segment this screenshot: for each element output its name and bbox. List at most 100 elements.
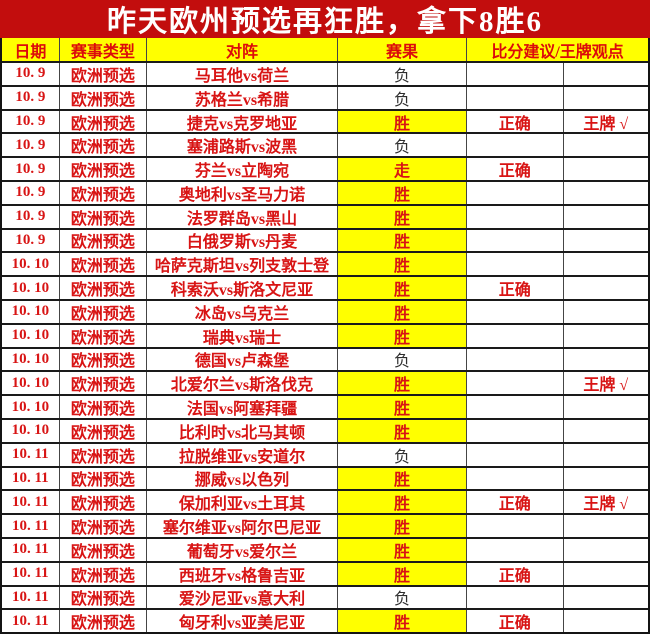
ace-cell [564,325,648,347]
event-type-cell: 欧洲预选 [60,205,148,228]
ace-cell [564,253,648,275]
table-row: 10. 10 欧洲预选 法国vs阿塞拜疆 胜 [2,396,648,420]
result-cell: 胜 [337,229,468,252]
result-cell: 胜 [337,253,468,276]
match-cell: 马耳他vs荷兰 [147,63,338,85]
date-cell: 10. 11 [2,443,60,466]
date-cell: 10. 11 [2,586,60,609]
match-cell: 塞尔维亚vs阿尔巴尼亚 [147,515,338,537]
result-cell: 负 [338,348,468,371]
match-cell: 芬兰vs立陶宛 [147,158,338,180]
result-cell: 胜 [337,324,468,347]
advice-cell [467,372,564,395]
advice-cell [467,205,564,228]
table-row: 10. 9 欧洲预选 捷克vs克罗地亚 胜 正确 王牌 √ [2,110,648,135]
match-cell: 爱沙尼亚vs意大利 [147,586,338,609]
event-type-cell: 欧洲预选 [60,86,148,109]
advice-cell: 正确 [467,491,564,514]
table-row: 10. 9 欧洲预选 马耳他vs荷兰 负 [2,63,648,87]
table-row: 10. 9 欧洲预选 法罗群岛vs黑山 胜 [2,205,648,230]
match-cell: 西班牙vs格鲁吉亚 [147,562,338,585]
event-type-cell: 欧洲预选 [60,324,148,347]
table-row: 10. 11 欧洲预选 西班牙vs格鲁吉亚 胜 正确 [2,562,648,587]
advice-cell [467,419,564,442]
table-row: 10. 10 欧洲预选 比利时vs北马其顿 胜 [2,419,648,444]
advice-cell: 正确 [467,158,564,180]
result-cell: 胜 [337,467,468,490]
event-type-cell: 欧洲预选 [60,277,148,299]
ace-cell [564,444,648,466]
event-type-cell: 欧洲预选 [60,443,148,466]
advice-cell [467,229,564,252]
ace-cell [564,515,648,537]
match-cell: 奥地利vs圣马力诺 [147,181,338,204]
result-cell: 胜 [337,110,468,133]
event-type-cell: 欧洲预选 [60,110,148,133]
event-type-cell: 欧洲预选 [60,229,148,252]
event-type-cell: 欧洲预选 [60,586,148,609]
advice-cell [467,348,564,371]
event-type-cell: 欧洲预选 [60,300,148,323]
ace-cell [564,587,648,609]
table-row: 10. 11 欧洲预选 拉脱维亚vs安道尔 负 [2,443,648,468]
event-type-cell: 欧洲预选 [60,467,148,490]
table-row: 10. 9 欧洲预选 芬兰vs立陶宛 走 正确 [2,158,648,182]
event-type-cell: 欧洲预选 [60,134,148,157]
table-row: 10. 10 欧洲预选 北爱尔兰vs斯洛伐克 胜 王牌 √ [2,372,648,397]
date-cell: 10. 10 [2,253,60,276]
ace-cell: 王牌 √ [583,377,629,395]
table-row: 10. 10 欧洲预选 科索沃vs斯洛文尼亚 胜 正确 [2,277,648,301]
result-cell: 负 [338,63,468,85]
advice-cell [467,396,564,418]
date-cell: 10. 9 [2,110,60,133]
date-cell: 10. 11 [2,538,60,561]
advice-cell [467,134,564,157]
table-row: 10. 11 欧洲预选 匈牙利vs亚美尼亚 胜 正确 [2,610,648,633]
date-cell: 10. 11 [2,515,60,537]
ace-cell [564,610,648,632]
date-cell: 10. 11 [2,562,60,585]
result-cell: 胜 [337,515,468,537]
col-header-date: 日期 [2,38,60,61]
date-cell: 10. 10 [2,396,60,418]
table-row: 10. 11 欧洲预选 爱沙尼亚vs意大利 负 [2,586,648,611]
ace-cell [564,230,648,252]
result-cell: 胜 [337,538,468,561]
date-cell: 10. 11 [2,467,60,490]
table-row: 10. 11 欧洲预选 保加利亚vs土耳其 胜 正确 王牌 √ [2,491,648,516]
col-header-result: 赛果 [338,38,468,61]
event-type-cell: 欧洲预选 [60,396,148,418]
match-cell: 瑞典vs瑞士 [147,324,338,347]
ace-cell [564,134,648,156]
event-type-cell: 欧洲预选 [60,181,148,204]
ace-cell [564,158,648,180]
date-cell: 10. 11 [2,610,60,633]
title-banner: 昨天欧州预选再狂胜，拿下8胜6 [0,0,650,38]
date-cell: 10. 10 [2,348,60,371]
table-row: 10. 10 欧洲预选 哈萨克斯坦vs列支敦士登 胜 [2,253,648,278]
date-cell: 10. 9 [2,205,60,228]
page-title: 昨天欧州预选再狂胜，拿下8胜6 [106,6,543,38]
table-row: 10. 9 欧洲预选 白俄罗斯vs丹麦 胜 [2,229,648,254]
results-table: 日期 赛事类型 对阵 赛果 比分建议/王牌观点 10. 9 欧洲预选 马耳他vs… [0,38,650,634]
table-header-row: 日期 赛事类型 对阵 赛果 比分建议/王牌观点 [2,38,648,63]
event-type-cell: 欧洲预选 [60,348,148,371]
ace-cell [564,206,648,228]
event-type-cell: 欧洲预选 [60,491,148,514]
result-cell: 胜 [337,372,468,395]
advice-cell [467,324,564,347]
col-header-type: 赛事类型 [60,38,148,61]
ace-cell: 王牌 √ [583,115,629,133]
event-type-cell: 欧洲预选 [60,610,148,633]
result-cell: 胜 [337,205,468,228]
event-type-cell: 欧洲预选 [60,158,148,180]
date-cell: 10. 11 [2,491,60,514]
advice-cell [467,300,564,323]
advice-cell [467,63,564,85]
table-row: 10. 11 欧洲预选 挪威vs以色列 胜 [2,467,648,492]
advice-cell [467,515,564,537]
table-row: 10. 11 欧洲预选 葡萄牙vs爱尔兰 胜 [2,538,648,563]
date-cell: 10. 9 [2,134,60,157]
event-type-cell: 欧洲预选 [60,562,148,585]
